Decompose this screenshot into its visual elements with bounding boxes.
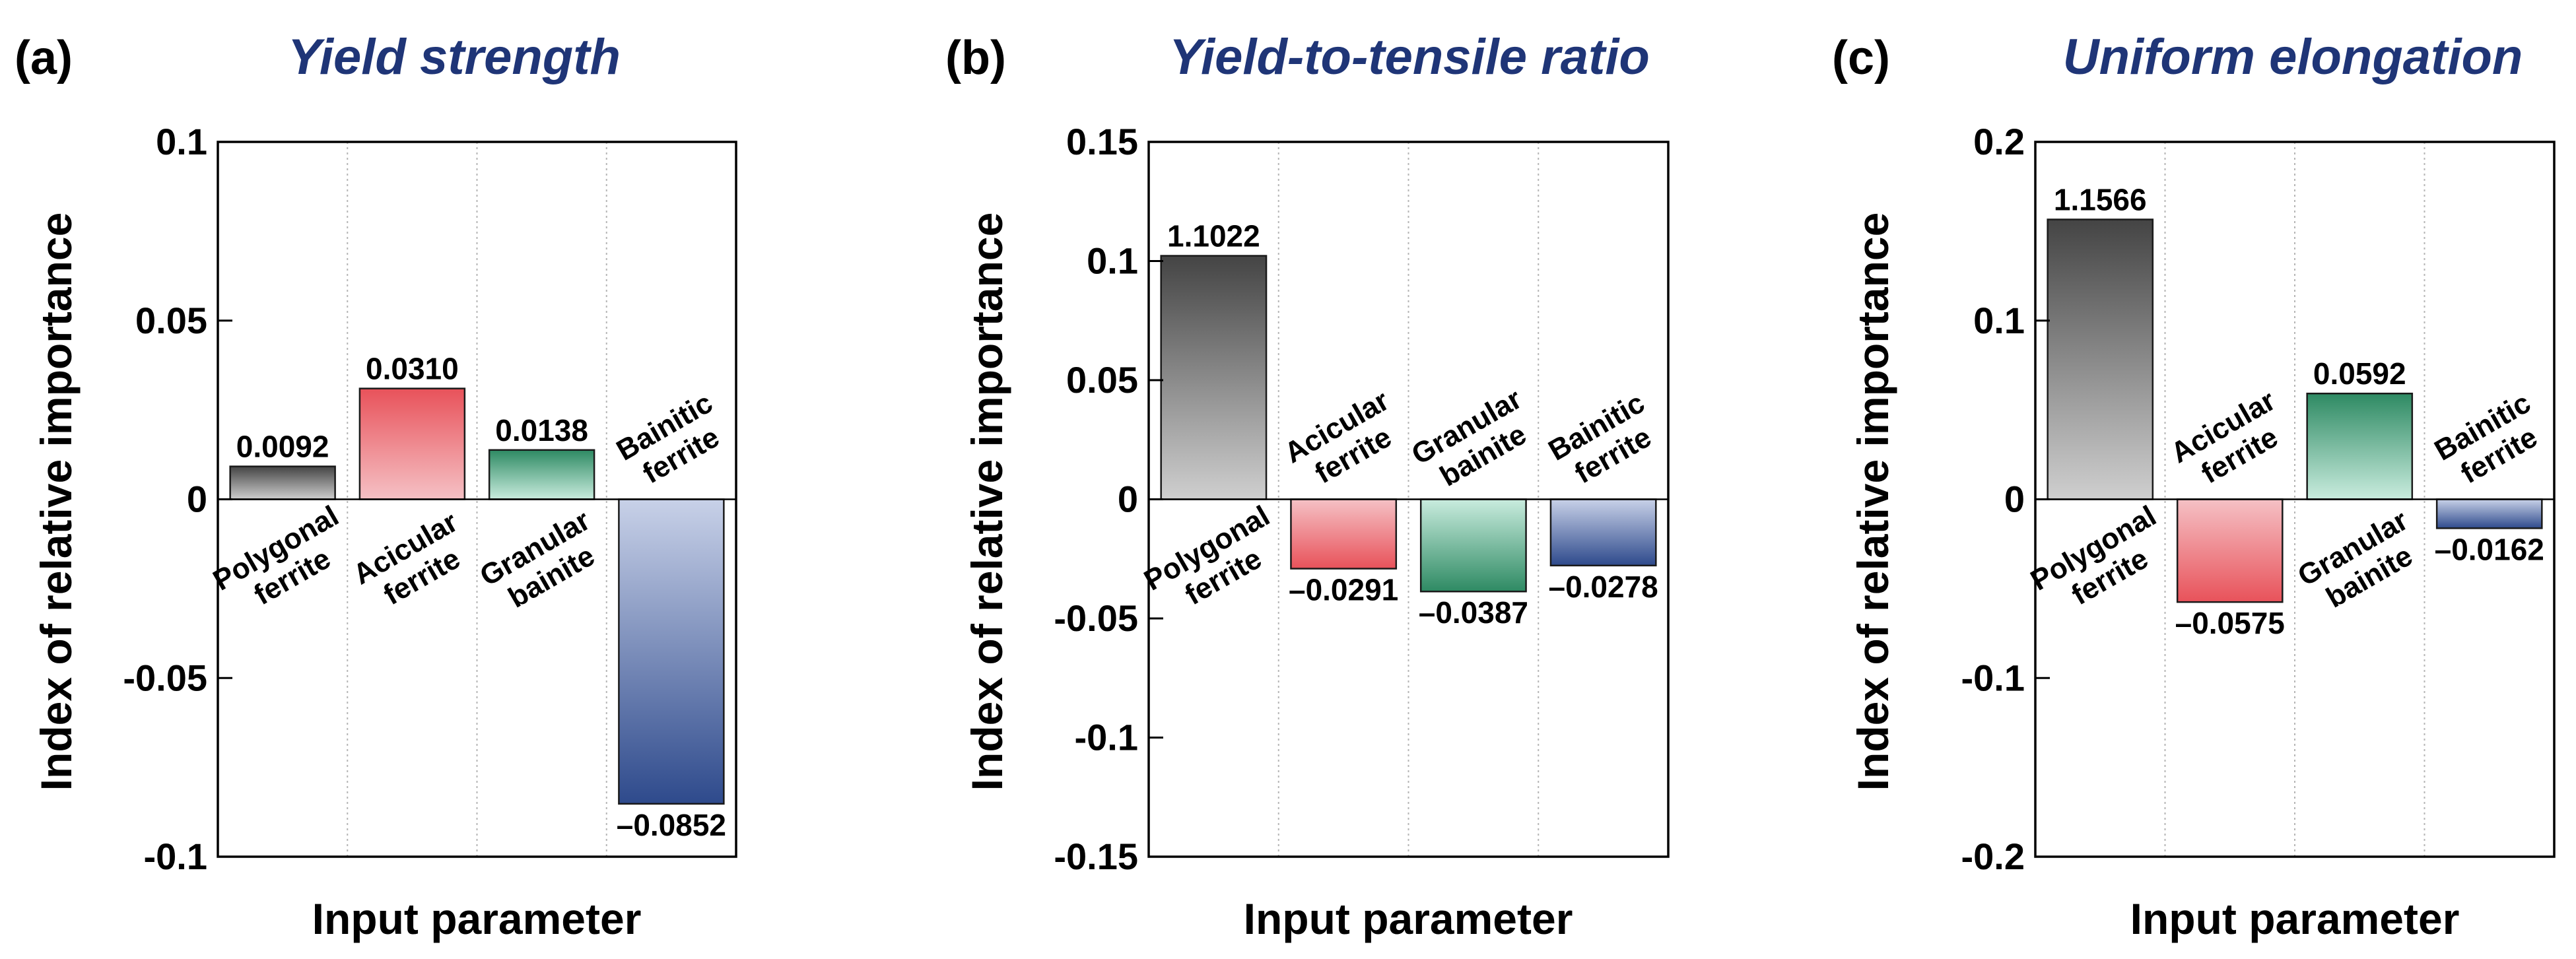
y-tick-label: 0.05 xyxy=(1066,359,1138,401)
y-tick-label: 0 xyxy=(1118,479,1138,520)
y-tick-label: 0.1 xyxy=(1973,300,2025,341)
plot-frame xyxy=(217,141,737,858)
y-tick-label: -0.2 xyxy=(1961,836,2025,877)
category-label: Granularbainite xyxy=(1406,383,1543,500)
data-label: –0.0852 xyxy=(617,808,726,842)
bar xyxy=(1419,498,1527,593)
chart-title: Uniform elongation xyxy=(2063,29,2523,85)
plot-frame xyxy=(1147,141,1670,858)
data-label: –0.0575 xyxy=(2175,606,2285,640)
y-tick-label: 0.1 xyxy=(1087,240,1138,282)
panel-label: (b) xyxy=(945,32,1006,84)
x-axis-label: Input parameter xyxy=(2130,894,2460,943)
category-label: Acicularferrite xyxy=(348,506,480,620)
x-axis-label: Input parameter xyxy=(312,894,642,943)
category-label: Granularbainite xyxy=(475,504,612,621)
category-label: Polygonalferrite xyxy=(1139,500,1292,626)
plot-frame xyxy=(2034,141,2556,858)
data-label: 1.1022 xyxy=(1167,219,1260,253)
panel-label: (c) xyxy=(1832,32,1890,84)
category-label: Acicularferrite xyxy=(2165,384,2297,498)
panel-yield-to-tensile-ratio: (b) Yield-to-tensile ratio Index of rela… xyxy=(945,29,1670,943)
bar xyxy=(229,465,336,500)
panel-uniform-elongation: (c) Uniform elongation Index of relative… xyxy=(1832,29,2556,943)
category-label: Bainiticferrite xyxy=(611,387,735,496)
y-tick-label: 0.05 xyxy=(135,300,207,341)
chart-title: Yield strength xyxy=(288,29,621,85)
bar xyxy=(488,449,595,500)
bar xyxy=(2176,498,2284,603)
y-tick-label: 0.2 xyxy=(1973,121,2025,162)
data-label: 0.0138 xyxy=(495,413,588,447)
category-label: Polygonalferrite xyxy=(2025,500,2179,626)
data-label: –0.0291 xyxy=(1289,573,1398,607)
bar xyxy=(358,387,466,500)
y-tick-label: -0.1 xyxy=(144,836,208,877)
bar xyxy=(1549,498,1657,567)
bar xyxy=(618,498,725,805)
y-axis-label: Index of relative importance xyxy=(963,213,1011,791)
y-tick-label: -0.1 xyxy=(1961,657,2025,698)
bar xyxy=(2306,392,2414,500)
panel-yield-strength: (a) Yield strength Index of relative imp… xyxy=(15,29,737,943)
y-tick-label: -0.1 xyxy=(1075,717,1139,758)
y-axis-label: Index of relative importance xyxy=(32,213,81,791)
category-label: Polygonalferrite xyxy=(208,500,361,626)
data-label: 0.0092 xyxy=(236,430,329,464)
y-tick-label: 0.15 xyxy=(1066,121,1138,162)
bar xyxy=(2047,218,2154,500)
category-label: Bainiticferrite xyxy=(1543,387,1666,496)
bar xyxy=(1160,255,1268,500)
data-label: 1.1566 xyxy=(2054,183,2147,217)
y-tick-label: 0 xyxy=(187,479,207,520)
chart-title: Yield-to-tensile ratio xyxy=(1169,29,1650,85)
y-tick-label: -0.15 xyxy=(1054,836,1138,877)
bar xyxy=(1290,498,1398,570)
data-label: 0.0310 xyxy=(366,352,459,386)
category-label: Acicularferrite xyxy=(1279,384,1411,498)
panel-label: (a) xyxy=(15,32,73,84)
data-label: –0.0387 xyxy=(1419,595,1528,630)
x-axis-label: Input parameter xyxy=(1244,894,1573,943)
y-tick-label: -0.05 xyxy=(1054,597,1138,639)
data-label: –0.0162 xyxy=(2435,532,2544,566)
y-axis-label: Index of relative importance xyxy=(1848,213,1897,791)
y-tick-label: -0.05 xyxy=(123,657,207,698)
data-label: 0.0592 xyxy=(2313,356,2406,391)
category-label: Bainiticferrite xyxy=(2429,387,2552,496)
y-tick-label: 0.1 xyxy=(156,121,207,162)
y-tick-label: 0 xyxy=(2004,479,2025,520)
data-label: –0.0278 xyxy=(1548,570,1658,604)
bar xyxy=(2435,498,2543,529)
category-label: Granularbainite xyxy=(2292,504,2429,621)
